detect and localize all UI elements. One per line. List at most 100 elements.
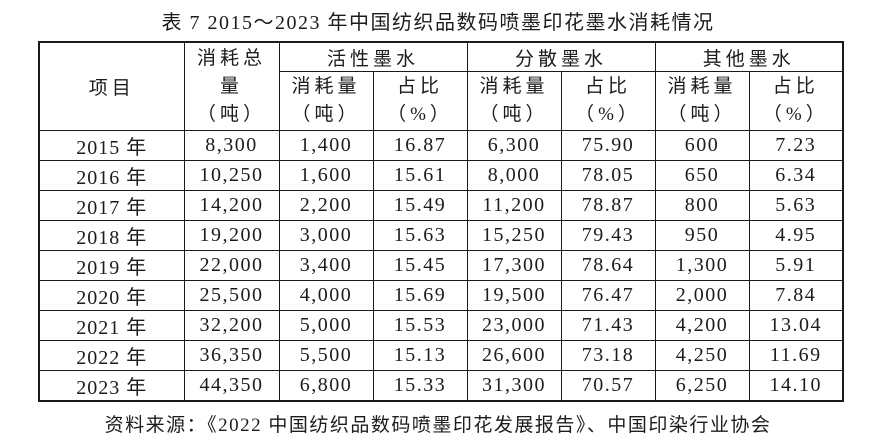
cell-other-qty: 4,250 <box>654 340 750 371</box>
cell-total: 19,200 <box>183 220 280 251</box>
cell-disperse-pct: 71.43 <box>560 310 656 341</box>
cell-other-qty: 1,300 <box>654 250 750 281</box>
subheader-qty-unit: （吨） <box>479 104 549 125</box>
col-header-total: 消耗总 量 （吨） <box>183 41 280 131</box>
subheader-qty-unit: （吨） <box>291 104 361 125</box>
subheader-pct-label: 占比 <box>397 76 444 97</box>
cell-reactive-qty: 2,200 <box>278 190 374 221</box>
cell-other-qty: 600 <box>654 130 750 161</box>
cell-year: 2020 年 <box>38 280 185 311</box>
cell-other-pct: 11.69 <box>748 340 844 371</box>
col-header-total-line2: 量 <box>219 75 243 97</box>
cell-disperse-qty: 23,000 <box>466 310 562 341</box>
table-row-2019: 2019 年 22,000 3,400 15.45 17,300 78.64 1… <box>38 250 844 281</box>
cell-disperse-qty: 31,300 <box>466 370 562 402</box>
cell-reactive-pct: 16.87 <box>372 130 468 161</box>
header-row-groups: 项目 消耗总 量 （吨） 活性墨水 分散墨水 其他墨水 <box>38 41 844 131</box>
cell-total: 10,250 <box>183 160 280 191</box>
subheader-qty-label: 消耗量 <box>667 76 737 97</box>
table-row-2018: 2018 年 19,200 3,000 15.63 15,250 79.43 9… <box>38 220 844 251</box>
group-header-disperse-ink: 分散墨水 <box>466 41 656 72</box>
cell-reactive-pct: 15.69 <box>372 280 468 311</box>
cell-year: 2022 年 <box>38 340 185 371</box>
cell-disperse-qty: 6,300 <box>466 130 562 161</box>
col-header-total-line3: （吨） <box>196 103 266 125</box>
cell-disperse-qty: 8,000 <box>466 160 562 191</box>
table-title: 表 7 2015～2023 年中国纺织品数码喷墨印花墨水消耗情况 <box>161 12 715 34</box>
table-row-2020: 2020 年 25,500 4,000 15.69 19,500 76.47 2… <box>38 280 844 311</box>
table-row-2016: 2016 年 10,250 1,600 15.61 8,000 78.05 65… <box>38 160 844 191</box>
cell-reactive-pct: 15.13 <box>372 340 468 371</box>
col-header-item: 项目 <box>38 41 185 131</box>
cell-other-pct: 13.04 <box>748 310 844 341</box>
cell-disperse-pct: 75.90 <box>560 130 656 161</box>
cell-reactive-pct: 15.53 <box>372 310 468 341</box>
table-row-2021: 2021 年 32,200 5,000 15.53 23,000 71.43 4… <box>38 310 844 341</box>
cell-disperse-pct: 78.05 <box>560 160 656 191</box>
cell-other-pct: 5.63 <box>748 190 844 221</box>
cell-year: 2017 年 <box>38 190 185 221</box>
cell-other-pct: 4.95 <box>748 220 844 251</box>
cell-reactive-pct: 15.63 <box>372 220 468 251</box>
cell-disperse-qty: 15,250 <box>466 220 562 251</box>
source-note: 资料来源：《2022 中国纺织品数码喷墨印花发展报告》、中国印染行业协会 <box>104 415 772 434</box>
cell-reactive-qty: 3,000 <box>278 220 374 251</box>
cell-other-qty: 2,000 <box>654 280 750 311</box>
col-header-total-line1: 消耗总 <box>196 47 266 69</box>
cell-reactive-pct: 15.33 <box>372 370 468 402</box>
subheader-reactive-pct: 占比 （%） <box>372 71 468 131</box>
header-row-subcolumns: 消耗量 （吨） 占比 （%） 消耗量 （吨） 占比 （%） 消耗量 （吨） <box>39 71 844 131</box>
cell-disperse-qty: 26,600 <box>466 340 562 371</box>
cell-disperse-pct: 79.43 <box>560 220 656 251</box>
cell-disperse-pct: 76.47 <box>560 280 656 311</box>
cell-year: 2016 年 <box>38 160 185 191</box>
cell-total: 14,200 <box>183 190 280 221</box>
cell-other-pct: 6.34 <box>748 160 844 191</box>
subheader-pct-unit: （%） <box>762 104 829 125</box>
subheader-qty-label: 消耗量 <box>479 76 549 97</box>
cell-reactive-pct: 15.45 <box>372 250 468 281</box>
subheader-pct-unit: （%） <box>387 104 453 125</box>
ink-consumption-table: 项目 消耗总 量 （吨） 活性墨水 分散墨水 其他墨水 消耗量 （吨） 占比 （… <box>38 41 845 402</box>
cell-disperse-qty: 17,300 <box>466 250 562 281</box>
subheader-disperse-pct: 占比 （%） <box>560 71 656 131</box>
table-row-2022: 2022 年 36,350 5,500 15.13 26,600 73.18 4… <box>38 340 844 371</box>
cell-reactive-pct: 15.49 <box>372 190 468 221</box>
cell-total: 22,000 <box>183 250 280 281</box>
cell-disperse-pct: 73.18 <box>560 340 656 371</box>
cell-disperse-pct: 78.64 <box>560 250 656 281</box>
cell-other-pct: 5.91 <box>748 250 844 281</box>
cell-reactive-qty: 3,400 <box>278 250 374 281</box>
cell-year: 2018 年 <box>38 220 185 251</box>
cell-reactive-qty: 5,500 <box>278 340 374 371</box>
group-header-reactive-ink: 活性墨水 <box>278 41 468 72</box>
cell-other-pct: 7.23 <box>748 130 844 161</box>
cell-year: 2023 年 <box>38 370 185 402</box>
cell-other-pct: 14.10 <box>748 370 844 402</box>
cell-total: 44,350 <box>183 370 280 402</box>
cell-year: 2021 年 <box>38 310 185 341</box>
subheader-other-qty: 消耗量 （吨） <box>654 71 750 131</box>
subheader-qty-unit: （吨） <box>667 104 737 125</box>
cell-total: 25,500 <box>183 280 280 311</box>
cell-other-qty: 650 <box>654 160 750 191</box>
subheader-other-pct: 占比 （%） <box>748 71 844 131</box>
cell-other-pct: 7.84 <box>748 280 844 311</box>
cell-reactive-qty: 1,600 <box>278 160 374 191</box>
cell-total: 32,200 <box>183 310 280 341</box>
cell-reactive-qty: 6,800 <box>278 370 374 402</box>
cell-other-qty: 4,200 <box>654 310 750 341</box>
cell-total: 8,300 <box>183 130 280 161</box>
cell-disperse-pct: 78.87 <box>560 190 656 221</box>
table-row-2023: 2023 年 44,350 6,800 15.33 31,300 70.57 6… <box>38 370 844 402</box>
subheader-pct-label: 占比 <box>772 76 819 97</box>
subheader-pct-label: 占比 <box>585 76 632 97</box>
subheader-reactive-qty: 消耗量 （吨） <box>278 71 374 131</box>
cell-reactive-pct: 15.61 <box>372 160 468 191</box>
table-row-2015: 2015 年 8,300 1,400 16.87 6,300 75.90 600… <box>38 130 844 161</box>
cell-other-qty: 800 <box>654 190 750 221</box>
subheader-pct-unit: （%） <box>575 104 641 125</box>
group-header-other-ink: 其他墨水 <box>654 41 844 72</box>
cell-year: 2019 年 <box>38 250 185 281</box>
cell-reactive-qty: 4,000 <box>278 280 374 311</box>
